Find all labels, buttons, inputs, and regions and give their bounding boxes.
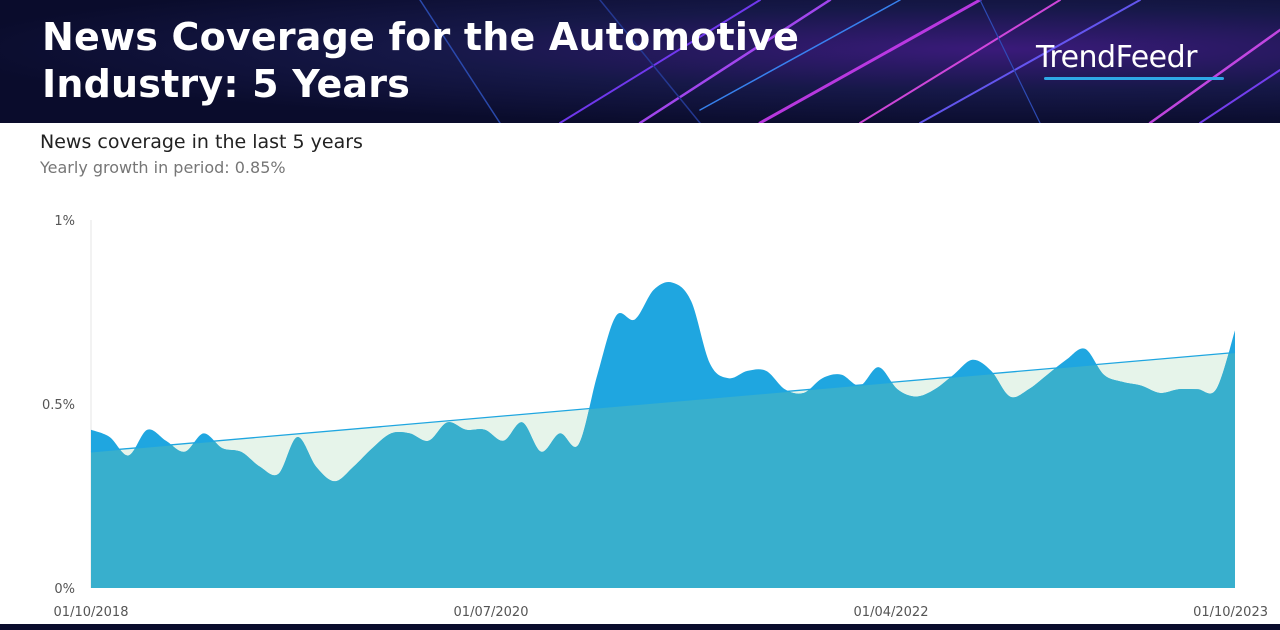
news-coverage-chart: 1% 0.5% 0% 01/10/2018 01/07/2020 01/04/2022 01…	[42, 214, 1268, 620]
header-banner: News Coverage for the Automotive Industr…	[0, 0, 1280, 123]
trend-line	[90, 351, 1236, 453]
x-tick-label: 01/04/2022	[854, 605, 929, 620]
y-tick-label: 0.5%	[42, 398, 75, 413]
chart-subtitle: Yearly growth in period: 0.85%	[40, 158, 286, 177]
decorative-light-streaks	[419, 0, 1280, 123]
page-title: News Coverage for the Automotive Industr…	[42, 15, 800, 106]
coverage-area	[91, 352, 1235, 588]
x-tick-label: 01/10/2023	[1193, 605, 1268, 620]
y-tick-label: 1%	[54, 214, 75, 229]
bottom-bar	[0, 624, 1280, 630]
y-tick-label: 0%	[54, 582, 75, 597]
chart-title: News coverage in the last 5 years	[40, 131, 363, 153]
brand-logo: TrendFeedr	[1036, 40, 1198, 75]
x-tick-label: 01/07/2020	[454, 605, 529, 620]
brand-underline	[1044, 77, 1224, 80]
x-tick-label: 01/10/2018	[54, 605, 129, 620]
